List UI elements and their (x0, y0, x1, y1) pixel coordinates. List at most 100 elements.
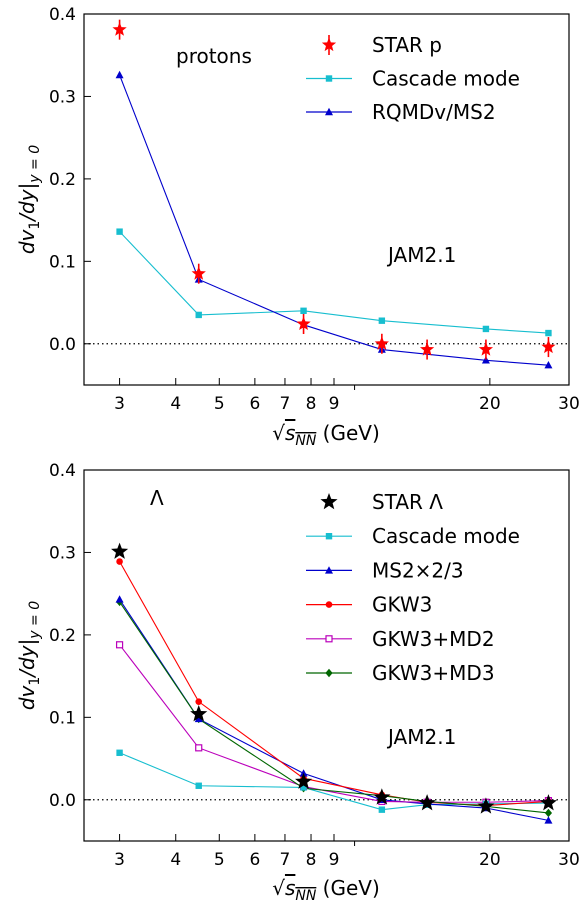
y-tick-label: 0.2 (49, 626, 76, 646)
data-point-s2-2 (195, 782, 202, 789)
x-tick-label: 3 (114, 850, 125, 870)
data-point-s4-1 (116, 558, 123, 565)
data-point-s1-1 (112, 22, 127, 36)
legend-label-1: STAR p (372, 33, 442, 57)
x-tick-label: 30 (558, 394, 580, 414)
data-point-s1-1 (111, 542, 129, 559)
data-point-s2-4 (378, 317, 386, 324)
data-point-s2-6 (545, 329, 552, 337)
y-axis-label-rest: /dy| (15, 183, 39, 223)
data-point-s2-3 (300, 307, 307, 314)
legend-label-2: Cascade mode (372, 67, 520, 91)
data-point-s1-6 (477, 797, 495, 814)
y-axis-label-sub: 1 (27, 677, 43, 686)
data-point-s1-4 (374, 336, 389, 350)
x-axis-label-unit: (GeV) (316, 876, 379, 900)
x-tick-label: 30 (558, 850, 580, 870)
y-axis-label-condition: y = 0 (27, 601, 43, 640)
data-point-s1-5 (418, 794, 436, 811)
y-axis-label: dv1/dy|y = 0 (15, 601, 43, 710)
legend-label-1: STAR Λ (372, 490, 443, 514)
data-point-s3-6 (544, 361, 553, 369)
data-point-s1-3 (296, 316, 311, 331)
y-tick-label: 0.2 (49, 170, 76, 190)
y-tick-label: 0.1 (49, 252, 76, 272)
y-tick-label: 0.3 (49, 87, 76, 107)
data-point-s2-2 (195, 311, 202, 319)
data-point-s5-2 (195, 744, 203, 752)
legend-label-6: GKW3+MD3 (372, 661, 495, 685)
x-tick-label: 9 (329, 850, 340, 870)
chart-panel-2: 3 4 5 6 7 8 9 20 30 0.0 0.1 0.2 0.3 0.4 √sNN (GeV) dv1/… (15, 461, 580, 904)
data-point-s1-3 (295, 772, 313, 789)
data-point-s2-4 (378, 806, 386, 813)
y-tick-label: 0.4 (49, 5, 76, 25)
y-axis-label-rest: /dy| (15, 639, 39, 679)
y-axis-label-sub: 1 (27, 221, 43, 230)
legend: STAR p Cascade mode RQMDv/MS2 (306, 33, 520, 124)
x-axis-label: √sNN (GeV) (272, 421, 380, 449)
model-label: JAM2.1 (386, 243, 456, 267)
legend-label-5: GKW3+MD2 (372, 627, 495, 651)
legend-marker-2 (325, 533, 333, 540)
y-axis-label: dv1/dy|y = 0 (15, 145, 43, 254)
x-axis-label-root: √ (272, 421, 285, 445)
x-tick-label: 9 (329, 394, 340, 414)
x-axis-label-subscript: NN (295, 433, 316, 449)
x-tick-label: 20 (479, 850, 501, 870)
legend-marker-6 (325, 668, 333, 678)
y-axis-label-main: dv (15, 228, 39, 254)
y-axis-label-main: dv (15, 684, 39, 710)
data-point-s1-6 (478, 342, 494, 356)
legend-marker-1 (321, 37, 337, 52)
y-tick-label: 0.4 (49, 461, 76, 481)
data-point-s1-7 (541, 339, 556, 354)
x-tick-label: 6 (249, 850, 260, 870)
data-point-s1-2 (191, 266, 206, 280)
legend-marker-5 (325, 635, 333, 643)
data-point-s1-5 (419, 342, 435, 356)
data-point-s1-7 (539, 794, 557, 811)
model-label: JAM2.1 (386, 725, 456, 749)
legend-marker-1 (320, 493, 338, 510)
data-point-s1-4 (373, 788, 391, 805)
x-tick-label: 7 (280, 394, 291, 414)
x-axis-label: √sNN (GeV) (272, 876, 380, 904)
y-tick-label: 0.0 (49, 335, 76, 355)
x-axis-label-unit: (GeV) (316, 421, 379, 445)
data-point-s2-1 (116, 228, 123, 235)
series-line-2 (119, 231, 549, 334)
legend: STAR Λ Cascade mode MS2×2/3 GKW3 GKW3+MD2 GKW… (306, 490, 520, 685)
data-point-s1-2 (190, 705, 208, 722)
legend-marker-3 (325, 566, 333, 574)
data-point-s2-5 (482, 325, 490, 333)
data-point-s3-1 (115, 595, 124, 603)
legend-label-2: Cascade mode (372, 524, 520, 548)
x-axis-label-subscript: NN (295, 888, 316, 904)
x-axis-label-symbol: s (285, 876, 295, 900)
x-tick-label: 5 (214, 850, 225, 870)
data-point-s3-1 (115, 70, 124, 79)
data-point-s6-7 (544, 808, 553, 818)
data-point-s2-1 (116, 749, 123, 756)
species-label: protons (176, 44, 252, 68)
plot-frame (83, 469, 570, 842)
x-tick-label: 20 (479, 394, 501, 414)
data-point-s5-1 (115, 641, 124, 649)
data-point-s2-3 (300, 784, 307, 791)
legend-label-3: MS2×2/3 (372, 558, 464, 582)
y-tick-label: 0.1 (49, 708, 76, 728)
x-tick-label: 8 (306, 394, 317, 414)
legend-marker-2 (325, 75, 333, 82)
x-tick-label: 6 (249, 394, 260, 414)
y-axis-label-condition: y = 0 (27, 145, 43, 184)
y-tick-label: 0.0 (49, 791, 76, 811)
legend-label-3: RQMDv/MS2 (372, 100, 496, 124)
legend-marker-4 (325, 601, 333, 608)
x-tick-label: 4 (170, 850, 181, 870)
x-axis-label-symbol: s (285, 421, 295, 445)
plot-frame (83, 13, 570, 386)
legend-marker-3 (325, 107, 333, 116)
series-line-3 (119, 74, 549, 366)
data-point-s3-5 (481, 356, 490, 364)
